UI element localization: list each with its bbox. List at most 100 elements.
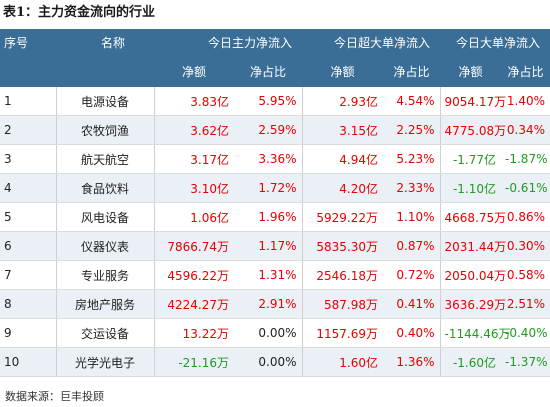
large-amount-cell: -1.10亿 bbox=[440, 173, 502, 203]
row-index: 1 bbox=[0, 87, 57, 116]
large-ratio-cell: 2.51% bbox=[501, 289, 550, 319]
super-ratio-cell: 5.23% bbox=[383, 144, 441, 174]
super-amount-cell: 1157.69万 bbox=[302, 318, 384, 348]
table-row: 3 航天航空 3.17亿 3.36% 4.94亿 5.23% -1.77亿 -1.87% bbox=[0, 144, 550, 174]
main-ratio-cell: 2.91% bbox=[234, 289, 303, 319]
large-amount-cell: -1.77亿 bbox=[440, 144, 502, 174]
header-group-main: 今日主力净流入 bbox=[154, 29, 303, 56]
main-ratio-cell: 1.17% bbox=[234, 231, 303, 261]
table-row: 2 农牧饲渔 3.62亿 2.59% 3.15亿 2.25% 4775.08万 0.34% bbox=[0, 115, 550, 145]
super-amount-cell: 1.60亿 bbox=[302, 347, 384, 377]
table-row: 10 光学光电子 -21.16万 0.00% 1.60亿 1.36% -1.60亿 -1.37… bbox=[0, 347, 550, 377]
row-index: 3 bbox=[0, 144, 57, 174]
super-ratio-cell: 2.33% bbox=[383, 173, 441, 203]
large-amount-cell: -1144.46万 bbox=[440, 318, 511, 348]
table-body: 1 电源设备 3.83亿 5.95% 2.93亿 4.54% 9054.17万 1.40% 2 农… bbox=[0, 87, 550, 377]
industry-name: 电源设备 bbox=[56, 87, 155, 116]
table-row: 9 交运设备 13.22万 0.00% 1157.69万 0.40% -1144.46万 -0… bbox=[0, 318, 550, 348]
table-row: 5 风电设备 1.06亿 1.96% 5929.22万 1.10% 4668.75万 0.86… bbox=[0, 202, 550, 232]
main-ratio-cell: 2.59% bbox=[234, 115, 303, 145]
super-amount-cell: 2.93亿 bbox=[302, 87, 384, 116]
main-ratio-cell: 5.95% bbox=[234, 87, 303, 116]
large-ratio-cell: 1.40% bbox=[501, 87, 550, 116]
main-ratio-cell: 1.96% bbox=[234, 202, 303, 232]
main-amount-cell: 3.10亿 bbox=[154, 173, 234, 203]
row-index: 7 bbox=[0, 260, 57, 290]
main-ratio-cell: 0.00% bbox=[234, 318, 303, 348]
super-ratio-cell: 4.54% bbox=[383, 87, 441, 116]
large-amount-cell: 2031.44万 bbox=[440, 231, 506, 261]
row-index: 2 bbox=[0, 115, 57, 145]
super-ratio-cell: 2.25% bbox=[383, 115, 441, 145]
table-row: 8 房地产服务 4224.27万 2.91% 587.98万 0.41% 3636.29万 2… bbox=[0, 289, 550, 319]
header-name: 名称 bbox=[56, 29, 154, 56]
table-row: 1 电源设备 3.83亿 5.95% 2.93亿 4.54% 9054.17万 1.40% bbox=[0, 87, 550, 116]
main-amount-cell: 3.62亿 bbox=[154, 115, 234, 145]
header-group-large: 今日大单净流入 bbox=[440, 29, 550, 56]
table-title: 表1：主力资金流向的行业 bbox=[3, 5, 156, 20]
row-index: 4 bbox=[0, 173, 57, 203]
table-row: 7 专业服务 4596.22万 1.31% 2546.18万 0.72% 2050.04万 0… bbox=[0, 260, 550, 290]
large-ratio-cell: 0.34% bbox=[501, 115, 550, 145]
main-amount-cell: 13.22万 bbox=[154, 318, 234, 348]
large-amount-cell: 2050.04万 bbox=[440, 260, 506, 290]
main-amount-cell: 3.83亿 bbox=[154, 87, 234, 116]
data-source: 数据来源：巨丰投顾 bbox=[5, 390, 104, 403]
super-ratio-cell: 1.10% bbox=[383, 202, 441, 232]
large-amount-cell: 9054.17万 bbox=[440, 87, 506, 116]
header-amount: 净额 bbox=[302, 56, 384, 87]
super-ratio-cell: 0.72% bbox=[383, 260, 441, 290]
main-ratio-cell: 3.36% bbox=[234, 144, 303, 174]
row-index: 6 bbox=[0, 231, 57, 261]
super-amount-cell: 2546.18万 bbox=[302, 260, 384, 290]
header-amount: 净额 bbox=[440, 56, 502, 87]
large-ratio-cell: 0.86% bbox=[501, 202, 550, 232]
super-ratio-cell: 1.36% bbox=[383, 347, 441, 377]
super-amount-cell: 587.98万 bbox=[302, 289, 384, 319]
super-amount-cell: 5835.30万 bbox=[302, 231, 384, 261]
large-amount-cell: -1.60亿 bbox=[440, 347, 502, 377]
main-ratio-cell: 1.31% bbox=[234, 260, 303, 290]
industry-name: 航天航空 bbox=[56, 144, 155, 174]
super-amount-cell: 3.15亿 bbox=[302, 115, 384, 145]
industry-name: 专业服务 bbox=[56, 260, 155, 290]
industry-name: 食品饮料 bbox=[56, 173, 155, 203]
header-ratio: 净占比 bbox=[501, 56, 550, 87]
large-ratio-cell: 0.58% bbox=[501, 260, 550, 290]
main-ratio-cell: 1.72% bbox=[234, 173, 303, 203]
large-amount-cell: 4668.75万 bbox=[440, 202, 506, 232]
large-ratio-cell: -0.61% bbox=[501, 173, 550, 203]
row-index: 8 bbox=[0, 289, 57, 319]
industry-name: 房地产服务 bbox=[56, 289, 155, 319]
super-ratio-cell: 0.87% bbox=[383, 231, 441, 261]
industry-name: 光学光电子 bbox=[56, 347, 155, 377]
header-index: 序号 bbox=[0, 29, 56, 56]
header-group-super: 今日超大单净流入 bbox=[302, 29, 441, 56]
industry-name: 仪器仪表 bbox=[56, 231, 155, 261]
main-amount-cell: 7866.74万 bbox=[154, 231, 234, 261]
large-ratio-cell: 0.30% bbox=[501, 231, 550, 261]
large-amount-cell: 4775.08万 bbox=[440, 115, 506, 145]
super-ratio-cell: 0.40% bbox=[383, 318, 441, 348]
super-amount-cell: 5929.22万 bbox=[302, 202, 384, 232]
super-ratio-cell: 0.41% bbox=[383, 289, 441, 319]
main-amount-cell: 3.17亿 bbox=[154, 144, 234, 174]
table-row: 4 食品饮料 3.10亿 1.72% 4.20亿 2.33% -1.10亿 -0.61% bbox=[0, 173, 550, 203]
super-amount-cell: 4.20亿 bbox=[302, 173, 384, 203]
industry-name: 风电设备 bbox=[56, 202, 155, 232]
row-index: 10 bbox=[0, 347, 57, 377]
main-amount-cell: -21.16万 bbox=[154, 347, 234, 377]
main-ratio-cell: 0.00% bbox=[234, 347, 303, 377]
large-ratio-cell: -1.37% bbox=[501, 347, 550, 377]
header-row-sub: 净额 净占比 净额 净占比 净额 净占比 bbox=[0, 56, 550, 87]
main-amount-cell: 4596.22万 bbox=[154, 260, 234, 290]
main-amount-cell: 1.06亿 bbox=[154, 202, 234, 232]
row-index: 9 bbox=[0, 318, 57, 348]
super-amount-cell: 4.94亿 bbox=[302, 144, 384, 174]
header-ratio: 净占比 bbox=[234, 56, 303, 87]
industry-name: 农牧饲渔 bbox=[56, 115, 155, 145]
row-index: 5 bbox=[0, 202, 57, 232]
table-row: 6 仪器仪表 7866.74万 1.17% 5835.30万 0.87% 2031.44万 0… bbox=[0, 231, 550, 261]
industry-name: 交运设备 bbox=[56, 318, 155, 348]
large-amount-cell: 3636.29万 bbox=[440, 289, 506, 319]
